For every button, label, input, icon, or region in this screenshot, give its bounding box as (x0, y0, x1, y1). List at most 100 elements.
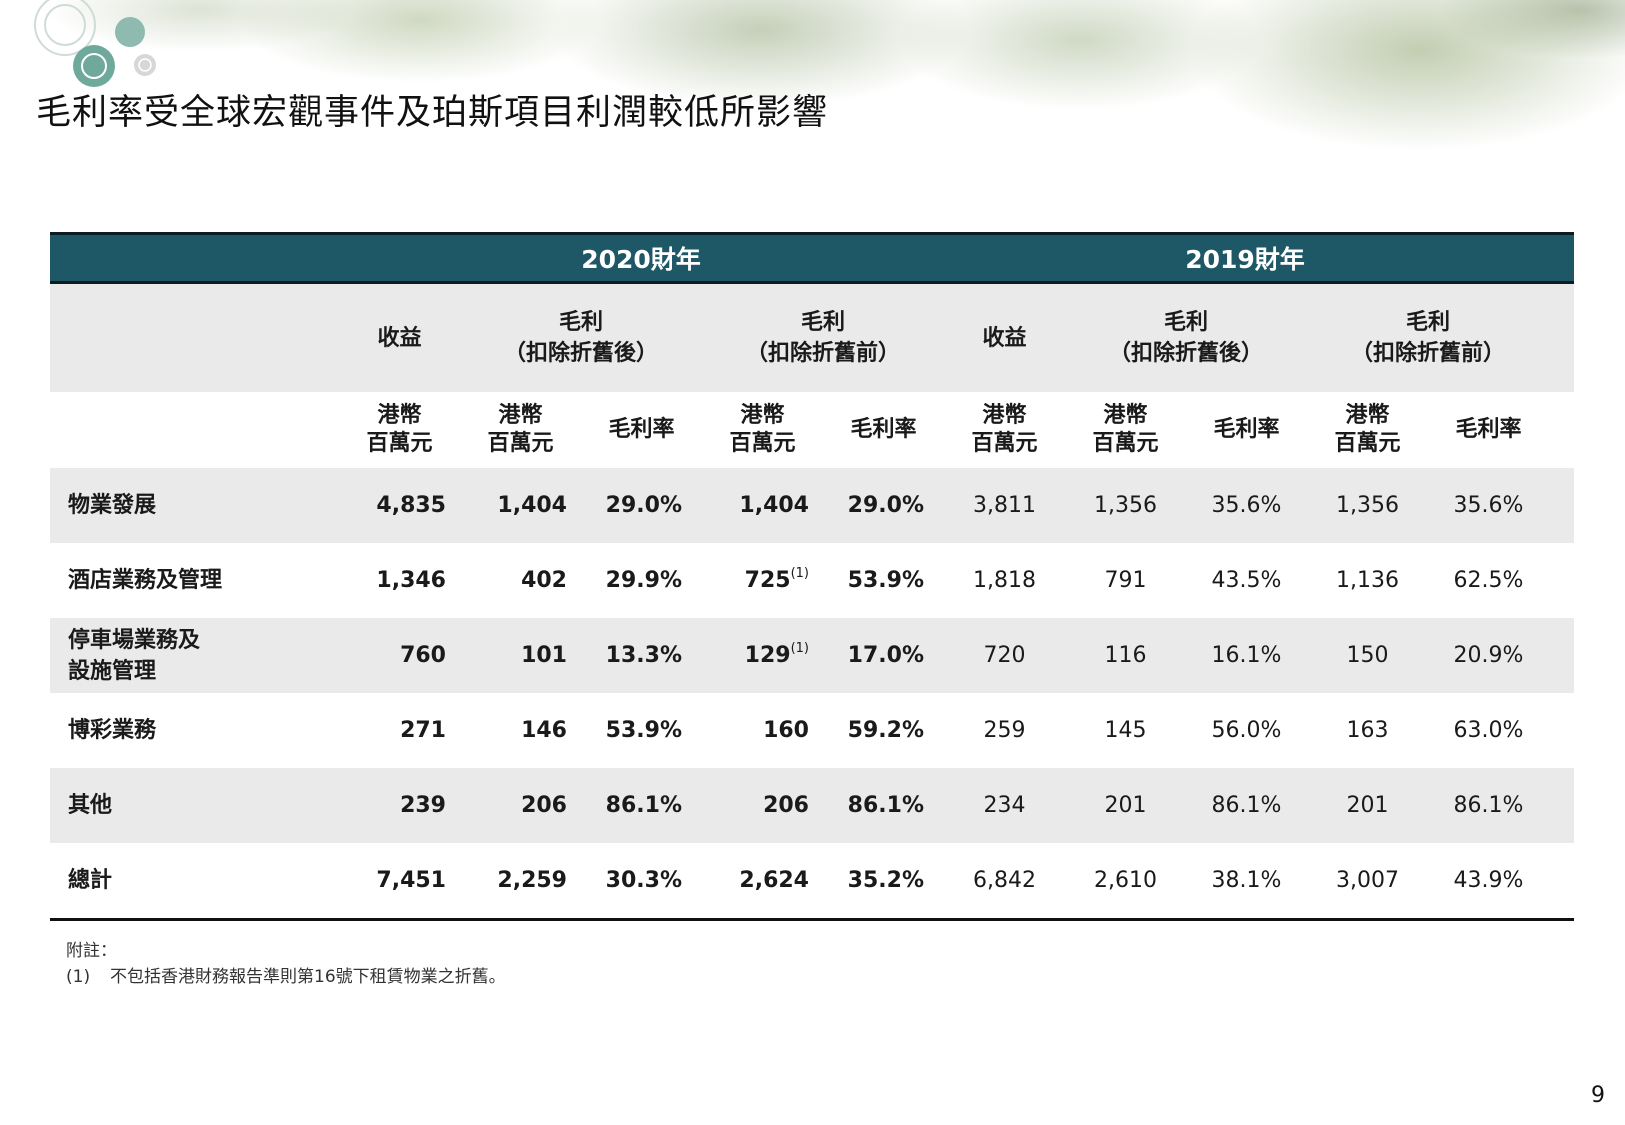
cell-2019: 116 (1104, 643, 1147, 668)
cell-2020: 206 (521, 793, 567, 818)
logo-icon (34, 0, 156, 87)
group-header-row: 收益 毛利 （扣除折舊後） 毛利 （扣除折舊前） 收益 毛利 （扣除折舊後） 毛… (50, 284, 1574, 392)
cell-2020: 53.9% (847, 568, 924, 593)
cell-2020: 13.3% (605, 643, 682, 668)
foliage-background (0, 0, 1625, 210)
cell-2020: 1,346 (376, 568, 446, 593)
unit-margin: 毛利率 (608, 417, 675, 442)
note-text: 不包括香港財務報告準則第16號下租賃物業之折舊。 (110, 967, 506, 987)
cell-2020: 4,835 (376, 493, 446, 518)
cell-2020: 101 (521, 643, 567, 668)
cell-2020: 17.0% (847, 643, 924, 668)
cell-2020: 59.2% (847, 718, 924, 743)
gp-before-header-2019: 毛利 （扣除折舊前） (1350, 310, 1505, 366)
cell-2019: 35.6% (1453, 493, 1524, 518)
table-row: 總計 7,451 2,259 30.3% 2,624 35.2% 6,842 2,610 38.… (50, 843, 1574, 918)
cell-2019: 2,610 (1094, 868, 1157, 893)
cell-2020: 239 (400, 793, 446, 818)
cell-2019: 1,136 (1336, 568, 1399, 593)
gp-after-header-2019: 毛利 （扣除折舊後） (1108, 310, 1263, 366)
gp-before-header-2020: 毛利 （扣除折舊前） (745, 310, 900, 366)
cell-2019: 163 (1346, 718, 1389, 743)
cell-2019: 86.1% (1453, 793, 1524, 818)
page-number: 9 (1591, 1083, 1605, 1108)
cell-2020: 271 (400, 718, 446, 743)
cell-2019: 720 (983, 643, 1026, 668)
cell-2019: 63.0% (1453, 718, 1524, 743)
cell-2019: 201 (1104, 793, 1147, 818)
cell-2020: 30.3% (605, 868, 682, 893)
page-title: 毛利率受全球宏觀事件及珀斯項目利潤較低所影響 (36, 93, 829, 133)
cell-2019: 56.0% (1211, 718, 1282, 743)
cell-2019: 145 (1104, 718, 1147, 743)
cell-2020: 35.2% (847, 868, 924, 893)
cell-2019: 86.1% (1211, 793, 1282, 818)
unit-hkd-millions: 港幣 百萬元 (729, 403, 796, 456)
cell-2020: 7,451 (376, 868, 446, 893)
cell-2020: 29.0% (847, 493, 924, 518)
cell-2019: 234 (983, 793, 1026, 818)
cell-2019: 1,356 (1094, 493, 1157, 518)
cell-2019: 43.9% (1453, 868, 1524, 893)
table-row: 停車場業務及 設施管理 760 101 13.3% 129(1) 17.0% 720 116 16… (50, 618, 1574, 693)
cell-2019: 38.1% (1211, 868, 1282, 893)
unit-hkd-millions: 港幣 百萬元 (1334, 403, 1401, 456)
unit-margin: 毛利率 (1455, 417, 1522, 442)
cell-2019: 43.5% (1211, 568, 1282, 593)
footnote-marker: (1) (790, 641, 809, 656)
cell-2020: 2,624 (739, 868, 809, 893)
unit-hkd-millions: 港幣 百萬元 (366, 403, 433, 456)
footnote-marker: (1) (790, 566, 809, 581)
note-number: (1) (66, 967, 91, 987)
cell-2020: 86.1% (605, 793, 682, 818)
cell-2020: 760 (400, 643, 446, 668)
cell-2019: 791 (1104, 568, 1147, 593)
cell-2020: 146 (521, 718, 567, 743)
footnotes: 附註： (1) 不包括香港財務報告準則第16號下租賃物業之折舊。 (66, 938, 506, 990)
table-body: 物業發展 4,835 1,404 29.0% 1,404 29.0% 3,811 1,356 3… (50, 468, 1574, 918)
row-label: 酒店業務及管理 (68, 568, 223, 593)
unit-hkd-millions: 港幣 百萬元 (487, 403, 554, 456)
cell-2019: 1,818 (973, 568, 1036, 593)
cell-2020: 206 (763, 793, 809, 818)
cell-2020: 53.9% (605, 718, 682, 743)
cell-2020: 29.0% (605, 493, 682, 518)
row-label: 停車場業務及 設施管理 (68, 627, 201, 684)
cell-2019: 6,842 (973, 868, 1036, 893)
cell-2019: 62.5% (1453, 568, 1524, 593)
cell-2019: 20.9% (1453, 643, 1524, 668)
notes-heading: 附註： (66, 941, 117, 961)
cell-2019: 259 (983, 718, 1026, 743)
cell-2019: 3,811 (973, 493, 1036, 518)
cell-2020: 160 (763, 718, 809, 743)
note-item: (1) 不包括香港財務報告準則第16號下租賃物業之折舊。 (66, 964, 506, 990)
table-row: 酒店業務及管理 1,346 402 29.9% 725(1) 53.9% 1,818 791 4… (50, 543, 1574, 618)
table-row: 物業發展 4,835 1,404 29.0% 1,404 29.0% 3,811 1,356 3… (50, 468, 1574, 543)
unit-hkd-millions: 港幣 百萬元 (1092, 403, 1159, 456)
cell-2020: 2,259 (497, 868, 567, 893)
revenue-header-2020: 收益 (377, 325, 422, 351)
cell-2019: 16.1% (1211, 643, 1282, 668)
unit-header-row: 港幣 百萬元 港幣 百萬元 毛利率 港幣 百萬元 毛利率 港幣 百萬元 港幣 百萬元 毛利率 港幣 百萬元 毛… (50, 392, 1574, 468)
cell-2020: 1,404 (497, 493, 567, 518)
year-2020-header: 2020財年 (581, 245, 701, 274)
gp-after-header-2020: 毛利 （扣除折舊後） (503, 310, 658, 366)
year-header-row: 2020財年 2019財年 (50, 235, 1574, 284)
row-label: 總計 (68, 868, 113, 893)
gross-profit-table: 2020財年 2019財年 收益 毛利 （扣除折舊後） 毛利 （扣除折舊前） 收… (50, 232, 1574, 921)
cell-2019: 1,356 (1336, 493, 1399, 518)
row-label: 博彩業務 (68, 718, 157, 743)
cell-2020: 129(1) (744, 641, 809, 668)
cell-2020: 725(1) (744, 566, 809, 593)
cell-2020: 402 (521, 568, 567, 593)
cell-2019: 35.6% (1211, 493, 1282, 518)
cell-2020: 86.1% (847, 793, 924, 818)
cell-2020: 1,404 (739, 493, 809, 518)
table-row: 其他 239 206 86.1% 206 86.1% 234 201 86.1% 201 86.1% (50, 768, 1574, 843)
cell-2020: 29.9% (605, 568, 682, 593)
unit-hkd-millions: 港幣 百萬元 (971, 403, 1038, 456)
row-label: 物業發展 (68, 493, 157, 518)
cell-2019: 3,007 (1336, 868, 1399, 893)
year-2019-header: 2019財年 (1185, 245, 1305, 274)
unit-margin: 毛利率 (850, 417, 917, 442)
